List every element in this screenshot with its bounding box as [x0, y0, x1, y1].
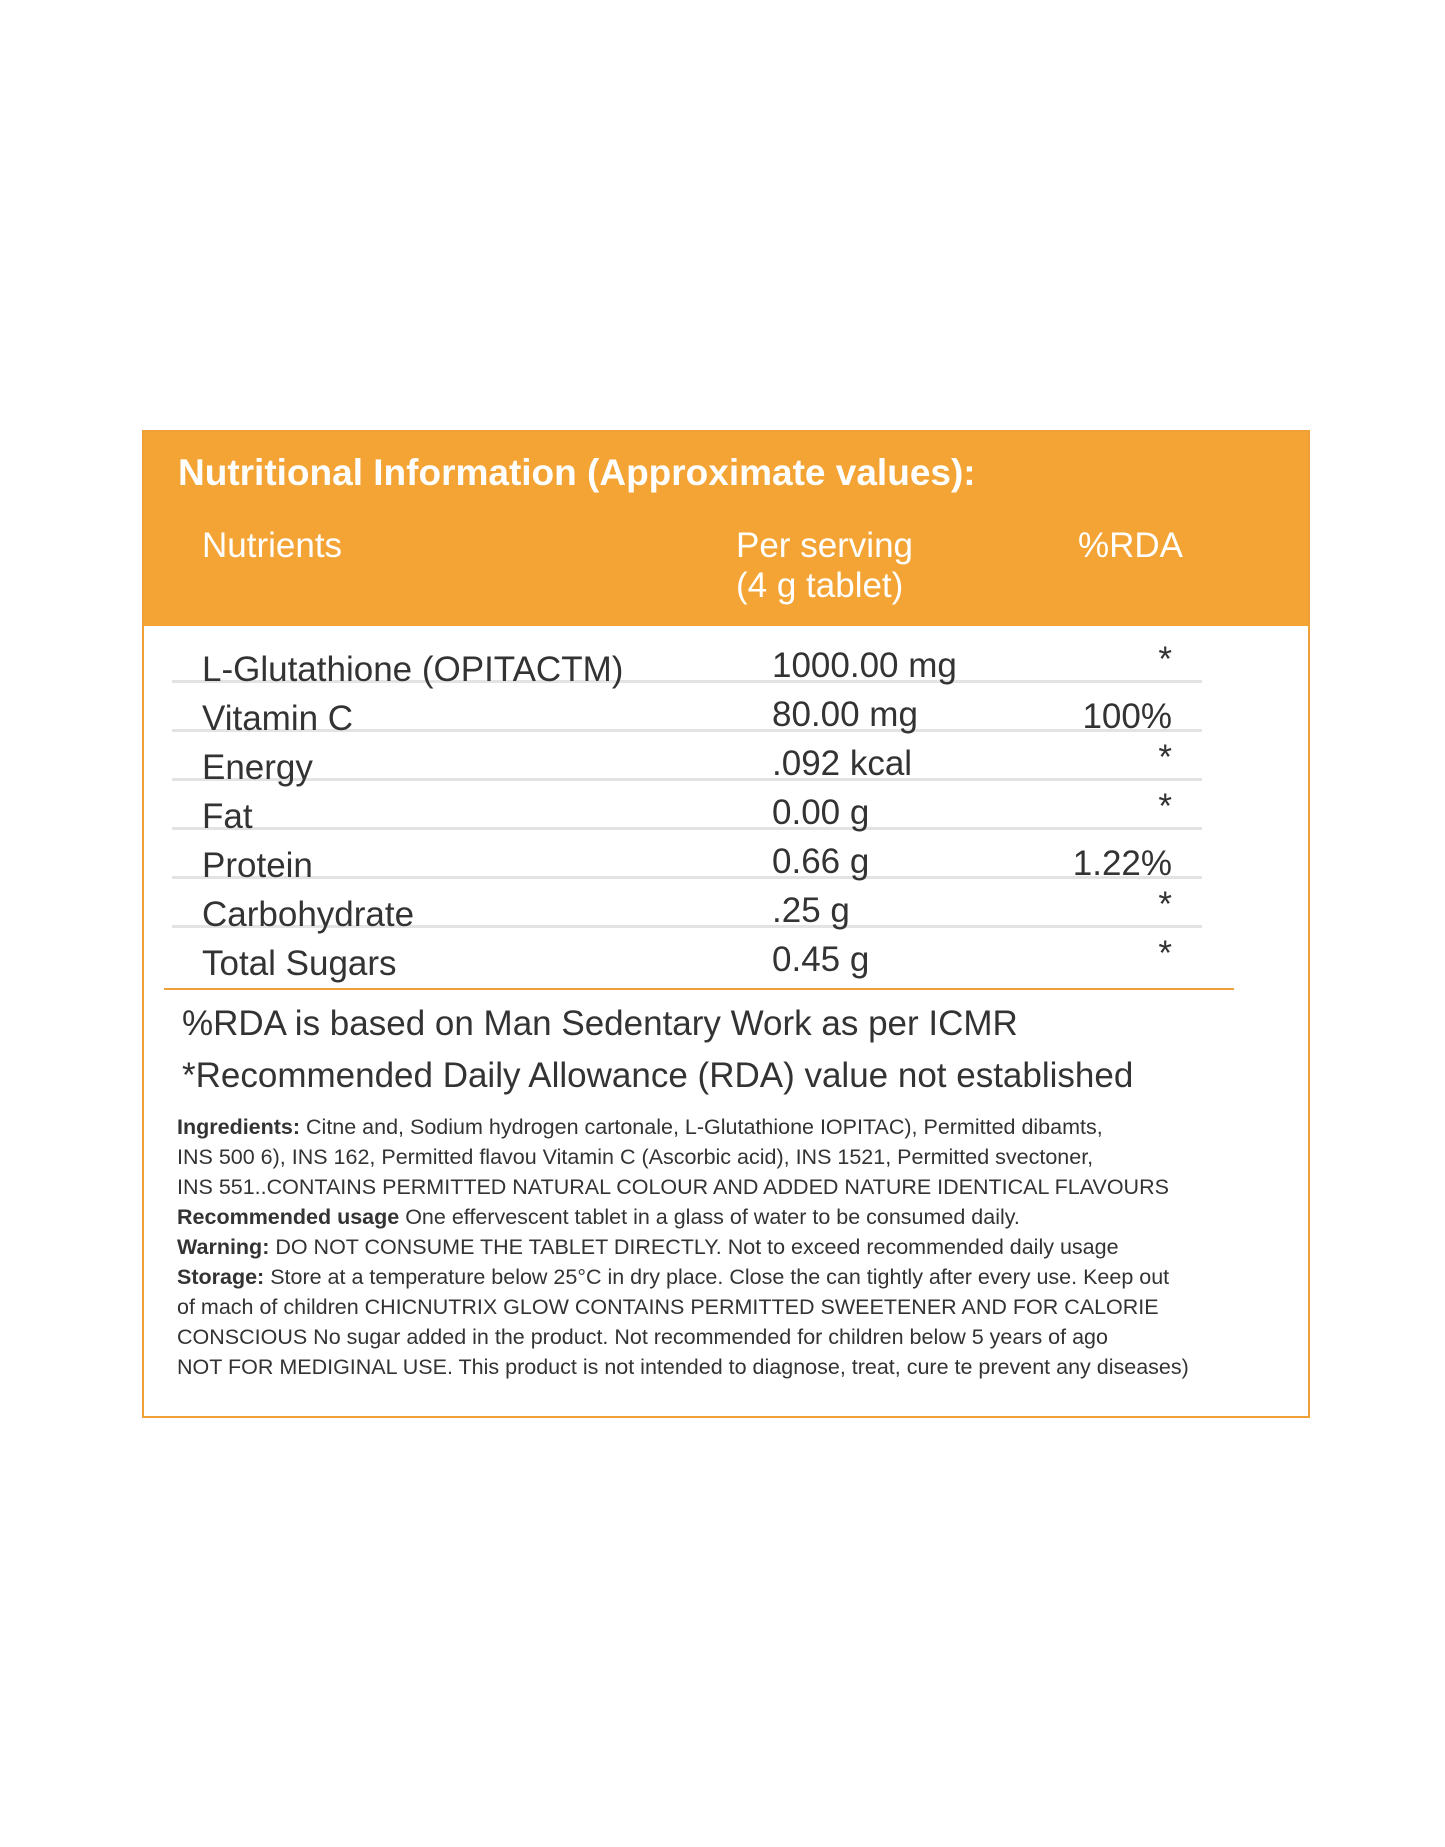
nutrition-panel: Nutritional Information (Approximate val… [142, 430, 1310, 1418]
nutrient-rda: * [1158, 934, 1172, 973]
nutrient-name: Carbohydrate [202, 895, 415, 934]
nutrient-name: Vitamin C [202, 699, 354, 738]
nutrition-header: Nutritional Information (Approximate val… [144, 432, 1308, 626]
nutrient-table: L-Glutathione (OPITACTM) 1000.00 mg * Vi… [172, 634, 1202, 984]
ingredients-line: Ingredients: Citne and, Sodium hydrogen … [177, 1112, 1287, 1142]
nutrient-rda: * [1158, 787, 1172, 826]
ingredients-text: Citne and, Sodium hydrogen cartonale, L-… [300, 1115, 1103, 1139]
table-divider [164, 988, 1234, 990]
table-row: Total Sugars 0.45 g * [172, 928, 1202, 984]
nutrient-value: 0.00 g [772, 793, 870, 832]
storage-text: Store at a temperature below 25°C in dry… [264, 1265, 1170, 1289]
usage-label: Recommended usage [177, 1205, 400, 1229]
fine-print: Ingredients: Citne and, Sodium hydrogen … [177, 1112, 1287, 1382]
nutrient-rda: * [1158, 738, 1172, 777]
table-row: Fat 0.00 g * [172, 781, 1202, 836]
storage-continued: NOT FOR MEDIGINAL USE. This product is n… [177, 1355, 1189, 1379]
storage-line: Storage: Store at a temperature below 25… [177, 1262, 1287, 1292]
per-serving-label: Per serving [736, 526, 914, 565]
nutrient-value: 1000.00 mg [772, 646, 957, 685]
table-row: Vitamin C 80.00 mg 100% [172, 683, 1202, 738]
warning-line: Warning: DO NOT CONSUME THE TABLET DIREC… [177, 1232, 1287, 1262]
nutrient-value: 80.00 mg [772, 695, 918, 734]
ingredients-continued: INS 551..CONTAINS PERMITTED NATURAL COLO… [177, 1175, 1169, 1199]
usage-text: One effervescent tablet in a glass of wa… [399, 1205, 1020, 1229]
column-header-per-serving: Per serving (4 g tablet) [736, 526, 913, 606]
rda-basis-note: %RDA is based on Man Sedentary Work as p… [182, 1004, 1018, 1043]
nutrient-rda: 100% [1082, 697, 1172, 736]
nutrient-value: .25 g [772, 891, 850, 930]
serving-size-label: (4 g tablet) [736, 566, 904, 605]
nutrient-rda: * [1158, 885, 1172, 924]
table-row: Energy .092 kcal * [172, 732, 1202, 787]
storage-continued: CONSCIOUS No sugar added in the product.… [177, 1325, 1108, 1349]
nutrient-name: Energy [202, 748, 313, 787]
nutrient-value: 0.66 g [772, 842, 870, 881]
ingredients-continued: INS 500 6), INS 162, Permitted flavou Vi… [177, 1145, 1094, 1169]
nutrient-name: Total Sugars [202, 944, 397, 983]
nutrient-name: Fat [202, 797, 253, 836]
warning-label: Warning: [177, 1235, 270, 1259]
column-header-rda: %RDA [1078, 526, 1184, 565]
rda-not-established-note: *Recommended Daily Allowance (RDA) value… [182, 1056, 1134, 1095]
table-row: Protein 0.66 g 1.22% [172, 830, 1202, 885]
storage-continued: of mach of children CHICNUTRIX GLOW CONT… [177, 1295, 1159, 1319]
panel-title: Nutritional Information (Approximate val… [178, 452, 976, 493]
ingredients-label: Ingredients: [177, 1115, 301, 1139]
nutrient-value: .092 kcal [772, 744, 913, 783]
nutrient-name: Protein [202, 846, 313, 885]
usage-line: Recommended usage One effervescent table… [177, 1202, 1287, 1232]
nutrient-value: 0.45 g [772, 940, 870, 979]
nutrient-rda: * [1158, 640, 1172, 679]
warning-text: DO NOT CONSUME THE TABLET DIRECTLY. Not … [269, 1235, 1119, 1259]
table-row: Carbohydrate .25 g * [172, 879, 1202, 934]
nutrient-name: L-Glutathione (OPITACTM) [202, 650, 624, 689]
column-header-nutrients: Nutrients [202, 526, 343, 565]
table-row: L-Glutathione (OPITACTM) 1000.00 mg * [172, 634, 1202, 689]
storage-label: Storage: [177, 1265, 265, 1289]
nutrient-rda: 1.22% [1072, 844, 1172, 883]
